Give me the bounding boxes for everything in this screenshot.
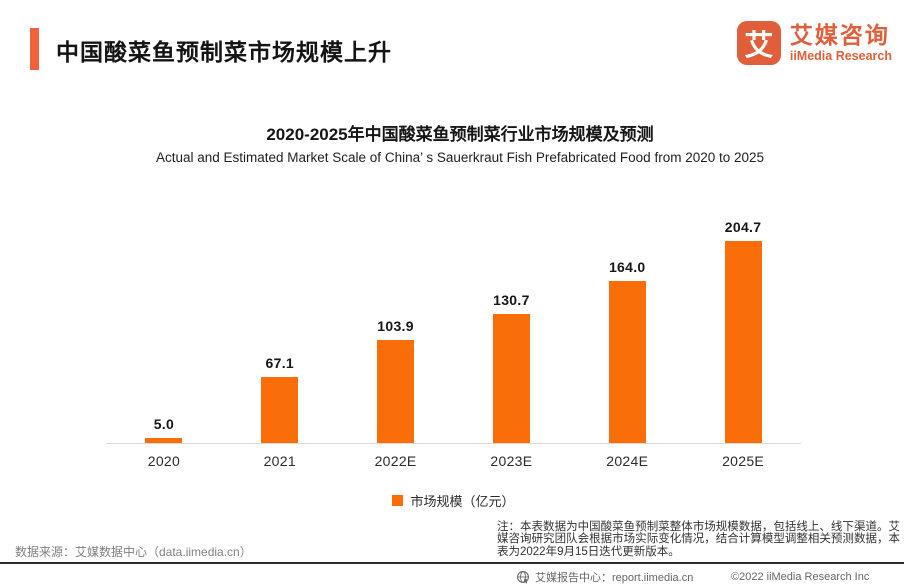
bar-value-label: 130.7 xyxy=(493,292,530,309)
bar-chart-bars: 5.0 67.1 103.9 130.7 164.0 204.7 xyxy=(106,210,801,444)
bar-chart-xlabels: 2020 2021 2022E 2023E 2024E 2025E xyxy=(106,444,801,469)
bar xyxy=(492,314,530,443)
chart-legend: 市场规模（亿元） xyxy=(106,491,801,510)
logo-name-cn: 艾媒咨询 xyxy=(789,22,890,49)
legend-marker-icon xyxy=(392,495,404,506)
x-axis-label: 2023E xyxy=(490,453,533,469)
bar-group: 67.1 xyxy=(222,355,338,443)
copyright-text: ©2022 iiMedia Research Inc xyxy=(731,571,870,583)
bar xyxy=(145,438,183,443)
bar-value-label: 5.0 xyxy=(153,416,175,432)
data-source-link[interactable]: 数据来源：艾媒数据中心（data.iimedia.cn） xyxy=(15,545,252,559)
x-axis-label: 2022E xyxy=(374,453,417,469)
note-text: 注：本表数据为中国酸菜鱼预制菜整体市场规模数据，包括线上、线下渠道。艾媒咨询研究… xyxy=(497,521,900,558)
bar-chart: 5.0 67.1 103.9 130.7 164.0 204.7 2020 2021 2022… xyxy=(106,210,801,510)
bar xyxy=(377,340,415,443)
x-axis-label: 2024E xyxy=(606,453,649,469)
chart-subtitle: Actual and Estimated Market Scale of Chi… xyxy=(155,150,765,165)
bar-group: 164.0 xyxy=(569,259,685,443)
report-center-link[interactable]: 艾媒报告中心：report.iimedia.cn xyxy=(516,569,693,585)
bar-value-label: 204.7 xyxy=(724,219,762,235)
bar-group: 5.0 xyxy=(106,416,222,443)
bar xyxy=(608,281,646,443)
logo-wordmark: 艾媒咨询 iiMedia Research xyxy=(789,22,892,63)
footer-divider xyxy=(0,562,904,564)
bar-value-label: 103.9 xyxy=(377,318,414,335)
logo-name-en: iiMedia Research xyxy=(789,48,892,63)
logo-mark-glyph: 艾 xyxy=(744,30,774,62)
bar xyxy=(724,241,762,443)
report-center-label: 艾媒报告中心：report.iimedia.cn xyxy=(535,572,694,584)
page-title: 中国酸菜鱼预制菜市场规模上升 xyxy=(56,39,392,65)
iimedia-logo-icon: 艾 xyxy=(736,21,781,65)
x-axis-label: 2025E xyxy=(722,453,765,469)
bar-value-label: 67.1 xyxy=(265,354,294,371)
title-accent-bar xyxy=(30,28,39,70)
bar-group: 103.9 xyxy=(338,318,454,443)
bar-group: 204.7 xyxy=(685,219,801,443)
iimedia-logo: 艾 艾媒咨询 iiMedia Research xyxy=(736,21,892,65)
bar xyxy=(261,376,299,443)
bar-group: 130.7 xyxy=(453,292,569,443)
globe-icon xyxy=(517,571,529,584)
chart-title: 2020-2025年中国酸菜鱼预制菜行业市场规模及预测 xyxy=(266,125,654,144)
x-axis-label: 2021 xyxy=(263,453,296,469)
legend-label: 市场规模（亿元） xyxy=(410,494,515,509)
bar-value-label: 164.0 xyxy=(608,259,646,276)
x-axis-label: 2020 xyxy=(147,453,181,469)
